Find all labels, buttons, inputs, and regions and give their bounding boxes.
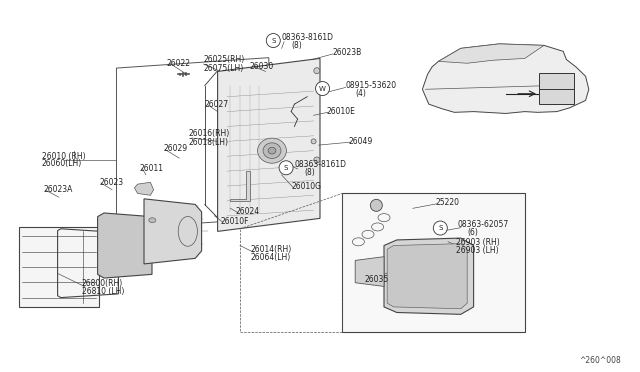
Text: ^260^008: ^260^008 bbox=[579, 356, 621, 365]
Circle shape bbox=[316, 81, 330, 96]
Text: 26903 (RH): 26903 (RH) bbox=[456, 238, 499, 247]
Text: S: S bbox=[284, 165, 288, 171]
Ellipse shape bbox=[268, 147, 276, 154]
Ellipse shape bbox=[314, 68, 320, 74]
Text: 26022: 26022 bbox=[166, 59, 191, 68]
Ellipse shape bbox=[314, 157, 320, 163]
Text: 26903 (LH): 26903 (LH) bbox=[456, 246, 499, 255]
Text: 26049: 26049 bbox=[349, 137, 373, 146]
Text: 08915-53620: 08915-53620 bbox=[346, 81, 397, 90]
Polygon shape bbox=[134, 182, 154, 195]
Text: 26064(LH): 26064(LH) bbox=[251, 253, 291, 262]
Text: S: S bbox=[438, 225, 442, 231]
Text: 26018(LH): 26018(LH) bbox=[189, 138, 229, 147]
Text: (6): (6) bbox=[467, 228, 478, 237]
Text: 26023A: 26023A bbox=[44, 185, 73, 194]
Text: 26027: 26027 bbox=[205, 100, 229, 109]
Polygon shape bbox=[355, 257, 384, 286]
Ellipse shape bbox=[148, 218, 156, 223]
Polygon shape bbox=[438, 44, 544, 63]
Text: 26010G: 26010G bbox=[291, 182, 321, 191]
Text: S: S bbox=[271, 38, 275, 44]
Bar bbox=[342, 193, 525, 332]
Ellipse shape bbox=[371, 199, 382, 211]
Polygon shape bbox=[384, 238, 474, 314]
Polygon shape bbox=[19, 227, 99, 307]
Ellipse shape bbox=[257, 138, 286, 163]
Text: 26029: 26029 bbox=[163, 144, 188, 153]
Bar bbox=[539, 86, 574, 104]
Text: 26011: 26011 bbox=[140, 164, 164, 173]
Circle shape bbox=[266, 33, 280, 48]
Text: 26016(RH): 26016(RH) bbox=[189, 129, 230, 138]
Polygon shape bbox=[422, 44, 589, 113]
Text: 26800(RH): 26800(RH) bbox=[82, 279, 123, 288]
Text: W: W bbox=[319, 86, 326, 92]
Text: 08363-8161D: 08363-8161D bbox=[282, 33, 333, 42]
Text: 26024: 26024 bbox=[236, 207, 260, 216]
Ellipse shape bbox=[145, 215, 159, 225]
Text: 26810 (LH): 26810 (LH) bbox=[82, 287, 124, 296]
Text: 26010 (RH): 26010 (RH) bbox=[42, 152, 85, 161]
Text: 26075(LH): 26075(LH) bbox=[204, 64, 244, 73]
Ellipse shape bbox=[263, 143, 281, 158]
Polygon shape bbox=[98, 213, 152, 278]
Text: 25220: 25220 bbox=[435, 198, 459, 207]
Text: 26030: 26030 bbox=[250, 62, 274, 71]
Ellipse shape bbox=[311, 139, 316, 144]
Text: 08363-8161D: 08363-8161D bbox=[294, 160, 346, 169]
Text: 26025(RH): 26025(RH) bbox=[204, 55, 244, 64]
Bar bbox=[539, 73, 574, 89]
Text: (4): (4) bbox=[355, 89, 366, 98]
Text: 26060(LH): 26060(LH) bbox=[42, 159, 82, 168]
Text: (8): (8) bbox=[304, 168, 315, 177]
Circle shape bbox=[433, 221, 447, 235]
Polygon shape bbox=[230, 171, 250, 201]
Text: 26023: 26023 bbox=[99, 178, 124, 187]
Polygon shape bbox=[387, 244, 467, 309]
Text: 26010F: 26010F bbox=[221, 217, 250, 226]
Circle shape bbox=[279, 161, 293, 175]
Text: 08363-62057: 08363-62057 bbox=[458, 220, 509, 229]
Text: 26035: 26035 bbox=[365, 275, 389, 284]
Text: 26010E: 26010E bbox=[326, 107, 355, 116]
Text: 26023B: 26023B bbox=[333, 48, 362, 57]
Text: 26014(RH): 26014(RH) bbox=[251, 245, 292, 254]
Polygon shape bbox=[144, 199, 202, 264]
Polygon shape bbox=[218, 58, 320, 231]
Text: (8): (8) bbox=[291, 41, 302, 50]
